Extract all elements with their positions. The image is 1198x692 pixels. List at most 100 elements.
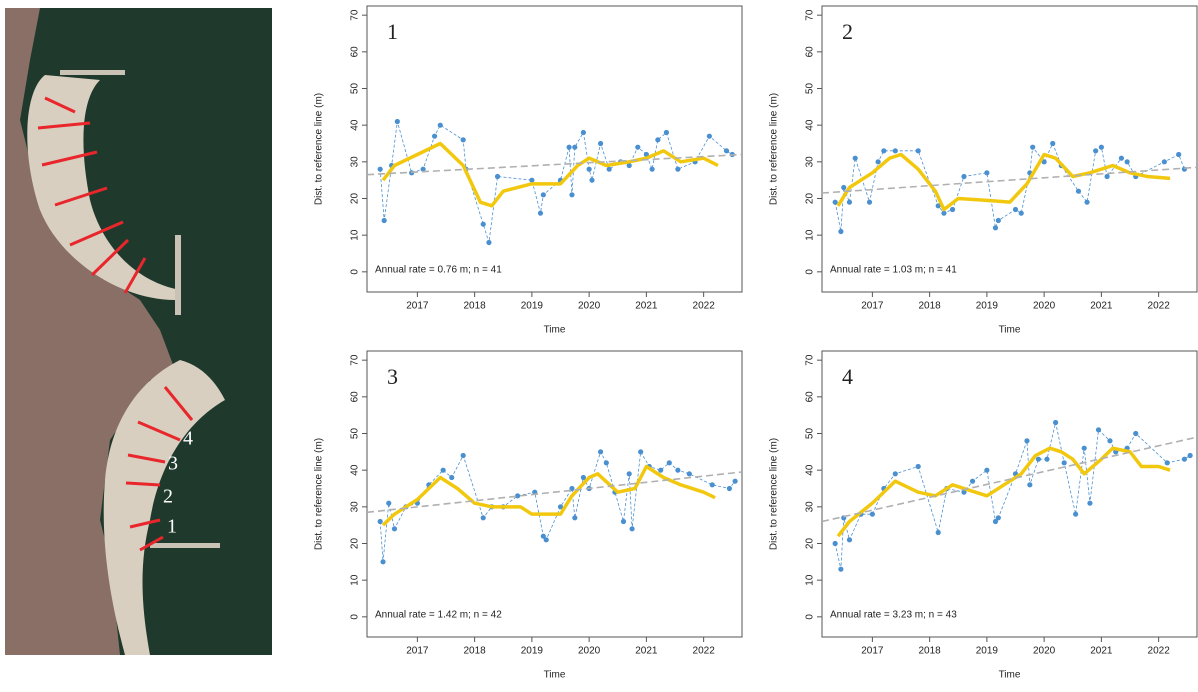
y-tick-label: 50 — [805, 83, 816, 95]
y-tick-label: 20 — [350, 193, 361, 205]
transect-label: 3 — [168, 453, 178, 475]
y-tick-label: 10 — [350, 574, 361, 586]
x-axis-label: Time — [544, 325, 566, 336]
transect-label: 4 — [183, 428, 193, 450]
y-tick-label: 70 — [350, 354, 361, 366]
observation — [1125, 159, 1130, 164]
panel-number: 3 — [387, 364, 398, 389]
observation — [1162, 159, 1167, 164]
observation — [1084, 200, 1089, 205]
observation — [392, 526, 397, 531]
observation — [529, 178, 534, 183]
observation — [667, 460, 672, 465]
plot-frame — [822, 6, 1197, 292]
observation — [598, 141, 603, 146]
observation — [486, 240, 491, 245]
observation — [1044, 457, 1049, 462]
observation — [687, 471, 692, 476]
y-tick-label: 60 — [350, 391, 361, 403]
observation — [1133, 431, 1138, 436]
observation — [870, 512, 875, 517]
observation — [996, 218, 1001, 223]
observation — [675, 167, 680, 172]
x-tick-label: 2021 — [1090, 646, 1113, 657]
observation — [1030, 145, 1035, 150]
observation — [569, 192, 574, 197]
y-tick-label: 0 — [350, 614, 361, 620]
observation — [589, 178, 594, 183]
observation — [378, 519, 383, 524]
observation — [604, 460, 609, 465]
observation — [707, 134, 712, 139]
observation — [441, 468, 446, 473]
observation — [395, 119, 400, 124]
observation — [724, 148, 729, 153]
observation — [572, 515, 577, 520]
transect-label: 1 — [167, 516, 177, 538]
observation — [1050, 141, 1055, 146]
observation — [581, 130, 586, 135]
observation — [382, 218, 387, 223]
y-tick-label: 60 — [805, 46, 816, 58]
panel-number: 1 — [387, 19, 398, 44]
observation — [587, 167, 592, 172]
x-tick-label: 2019 — [521, 646, 544, 657]
observation — [1013, 207, 1018, 212]
x-tick-label: 2020 — [1033, 301, 1056, 312]
observation — [495, 174, 500, 179]
y-tick-label: 0 — [350, 269, 361, 275]
observation — [481, 222, 486, 227]
observation — [838, 567, 843, 572]
y-tick-label: 10 — [805, 574, 816, 586]
observation — [541, 192, 546, 197]
observation — [378, 167, 383, 172]
y-tick-label: 50 — [350, 83, 361, 95]
observation — [658, 468, 663, 473]
y-tick-label: 20 — [805, 538, 816, 550]
observation — [916, 148, 921, 153]
y-axis-label: Dist. to reference line (m) — [314, 93, 325, 205]
observation — [650, 167, 655, 172]
observation — [1087, 501, 1092, 506]
observation — [1099, 145, 1104, 150]
observation — [481, 515, 486, 520]
x-tick-label: 2017 — [861, 646, 884, 657]
y-tick-label: 0 — [805, 614, 816, 620]
x-tick-label: 2022 — [693, 646, 716, 657]
observation — [733, 479, 738, 484]
y-tick-label: 30 — [350, 501, 361, 513]
observation — [598, 449, 603, 454]
y-tick-label: 20 — [350, 538, 361, 550]
x-tick-label: 2018 — [464, 301, 487, 312]
y-tick-label: 40 — [350, 464, 361, 476]
annotation: Annual rate = 1.42 m; n = 42 — [375, 610, 502, 621]
observation — [461, 137, 466, 142]
observation — [876, 159, 881, 164]
observation — [572, 145, 577, 150]
jetty — [175, 235, 181, 315]
y-tick-label: 30 — [350, 156, 361, 168]
plot-frame — [822, 351, 1197, 637]
observation — [727, 486, 732, 491]
observation — [1027, 482, 1032, 487]
observation — [1107, 438, 1112, 443]
jetty — [60, 70, 125, 75]
observation — [635, 145, 640, 150]
y-tick-label: 40 — [805, 464, 816, 476]
panel: 010203040506070201720182019202020212022T… — [769, 6, 1197, 336]
y-tick-label: 40 — [805, 119, 816, 131]
observation — [627, 471, 632, 476]
x-tick-label: 2019 — [976, 301, 999, 312]
observation — [970, 479, 975, 484]
observation — [996, 515, 1001, 520]
y-axis-label: Dist. to reference line (m) — [314, 438, 325, 550]
observation — [838, 229, 843, 234]
observation — [461, 453, 466, 458]
observation — [1019, 211, 1024, 216]
x-tick-label: 2022 — [1148, 301, 1171, 312]
annotation: Annual rate = 0.76 m; n = 41 — [375, 265, 502, 276]
x-tick-label: 2020 — [578, 646, 601, 657]
observation — [1119, 156, 1124, 161]
